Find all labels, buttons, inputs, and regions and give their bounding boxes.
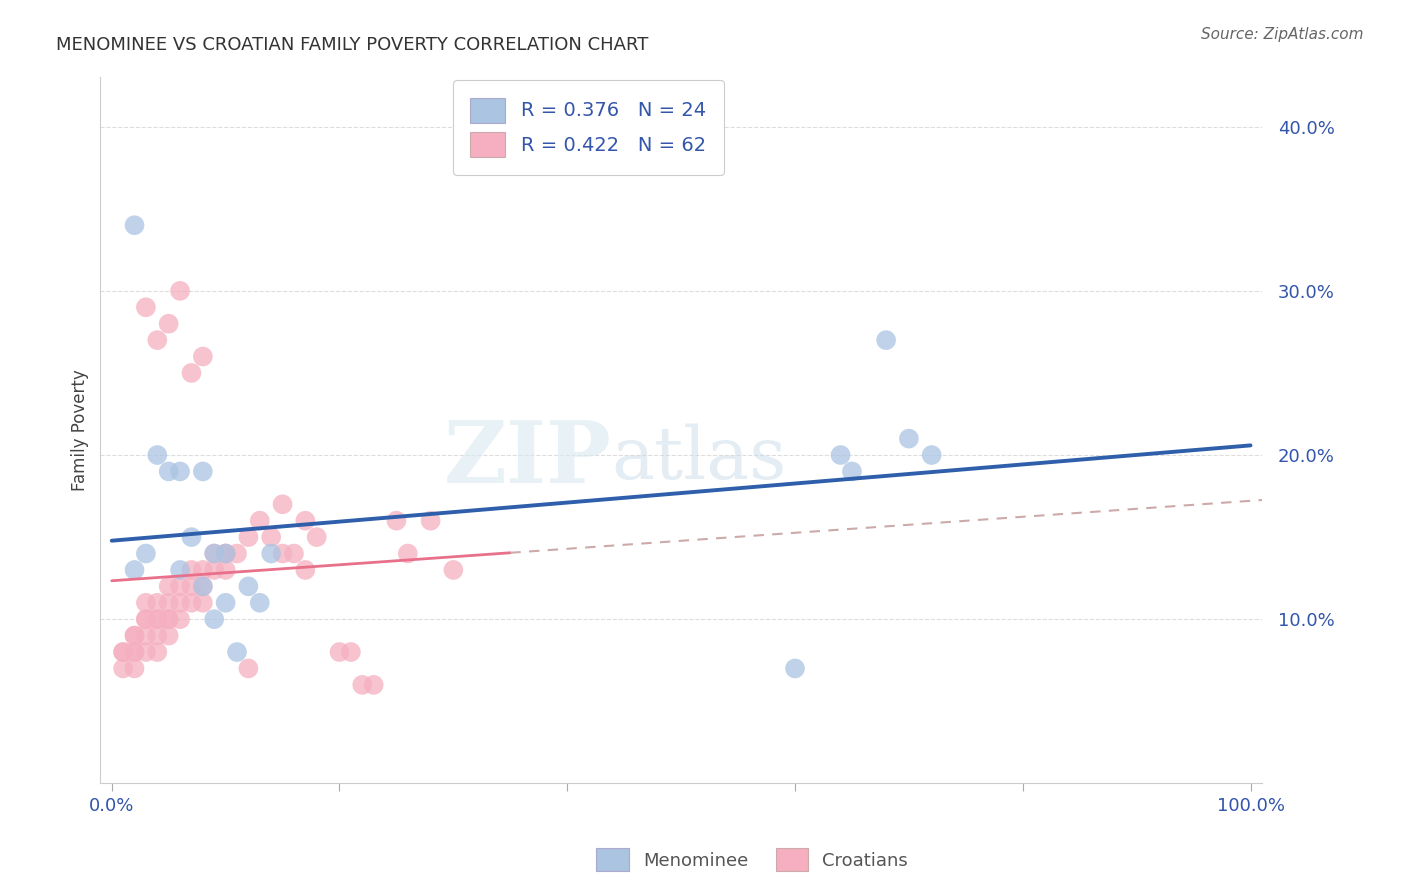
Point: [135, 612, 157, 626]
Point: [157, 612, 180, 626]
Point: [249, 514, 271, 528]
Point: [214, 547, 236, 561]
Point: [169, 465, 191, 479]
Point: [191, 579, 214, 593]
Point: [191, 579, 214, 593]
Point: [169, 284, 191, 298]
Point: [124, 661, 146, 675]
Legend: Menominee, Croatians: Menominee, Croatians: [589, 841, 915, 879]
Point: [135, 645, 157, 659]
Point: [112, 661, 135, 675]
Point: [352, 678, 374, 692]
Point: [783, 661, 806, 675]
Text: MENOMINEE VS CROATIAN FAMILY POVERTY CORRELATION CHART: MENOMINEE VS CROATIAN FAMILY POVERTY COR…: [56, 36, 648, 54]
Point: [169, 579, 191, 593]
Y-axis label: Family Poverty: Family Poverty: [72, 369, 89, 491]
Point: [875, 333, 897, 347]
Point: [135, 629, 157, 643]
Point: [396, 547, 419, 561]
Point: [135, 612, 157, 626]
Point: [191, 596, 214, 610]
Point: [180, 596, 202, 610]
Point: [271, 547, 294, 561]
Point: [841, 465, 863, 479]
Point: [921, 448, 943, 462]
Text: ZIP: ZIP: [444, 417, 612, 500]
Point: [214, 547, 236, 561]
Point: [214, 547, 236, 561]
Point: [385, 514, 408, 528]
Text: Source: ZipAtlas.com: Source: ZipAtlas.com: [1201, 27, 1364, 42]
Point: [249, 596, 271, 610]
Point: [283, 547, 305, 561]
Point: [169, 563, 191, 577]
Point: [191, 465, 214, 479]
Point: [180, 579, 202, 593]
Point: [305, 530, 328, 544]
Point: [180, 563, 202, 577]
Point: [157, 612, 180, 626]
Point: [146, 448, 169, 462]
Point: [363, 678, 385, 692]
Point: [202, 563, 225, 577]
Point: [112, 645, 135, 659]
Point: [135, 300, 157, 314]
Point: [271, 497, 294, 511]
Point: [124, 629, 146, 643]
Point: [180, 530, 202, 544]
Point: [226, 645, 249, 659]
Point: [238, 661, 260, 675]
Point: [238, 530, 260, 544]
Point: [135, 547, 157, 561]
Point: [124, 645, 146, 659]
Point: [340, 645, 363, 659]
Point: [238, 579, 260, 593]
Text: atlas: atlas: [612, 424, 787, 494]
Point: [146, 629, 169, 643]
Point: [124, 218, 146, 232]
Point: [260, 530, 283, 544]
Point: [191, 563, 214, 577]
Point: [124, 645, 146, 659]
Point: [226, 547, 249, 561]
Point: [441, 563, 464, 577]
Point: [191, 350, 214, 364]
Point: [202, 612, 225, 626]
Point: [202, 547, 225, 561]
Point: [294, 514, 316, 528]
Point: [169, 612, 191, 626]
Legend: R = 0.376   N = 24, R = 0.422   N = 62: R = 0.376 N = 24, R = 0.422 N = 62: [453, 80, 724, 175]
Point: [214, 596, 236, 610]
Point: [157, 629, 180, 643]
Point: [180, 366, 202, 380]
Point: [135, 596, 157, 610]
Point: [146, 645, 169, 659]
Point: [146, 333, 169, 347]
Point: [202, 547, 225, 561]
Point: [146, 612, 169, 626]
Point: [157, 317, 180, 331]
Point: [897, 432, 920, 446]
Point: [124, 629, 146, 643]
Point: [260, 547, 283, 561]
Point: [146, 596, 169, 610]
Point: [214, 563, 236, 577]
Point: [169, 596, 191, 610]
Point: [157, 579, 180, 593]
Point: [112, 645, 135, 659]
Point: [830, 448, 852, 462]
Point: [124, 563, 146, 577]
Point: [146, 612, 169, 626]
Point: [157, 465, 180, 479]
Point: [157, 596, 180, 610]
Point: [419, 514, 441, 528]
Point: [294, 563, 316, 577]
Point: [328, 645, 350, 659]
